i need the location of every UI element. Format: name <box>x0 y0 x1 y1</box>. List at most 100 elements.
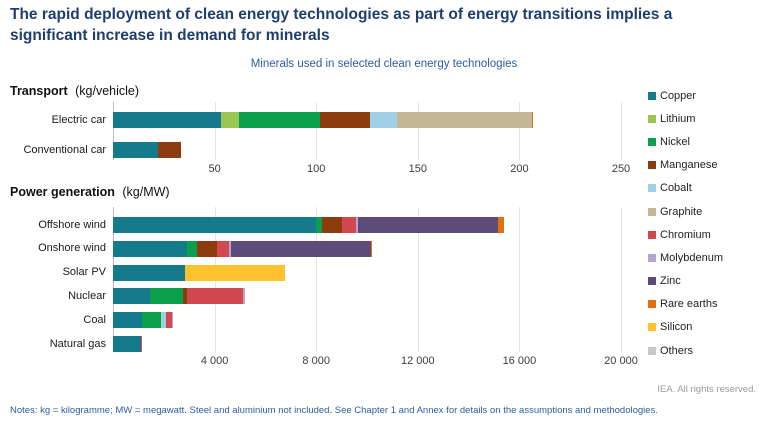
bar-segment-zinc <box>231 240 371 257</box>
category-label: Solar PV <box>62 266 106 279</box>
bar-segment-chromium <box>216 240 229 257</box>
legend-label: Zinc <box>660 275 681 288</box>
bar-segment-chromium <box>342 217 356 233</box>
x-axis-tick-label: 250 <box>611 163 631 175</box>
bar-segment-copper <box>113 142 159 158</box>
x-axis-tick-label: 200 <box>510 163 529 175</box>
legend-label: Others <box>660 344 694 357</box>
legend-item-nickel: Nickel <box>648 130 723 153</box>
bar-segment-nickel <box>150 288 184 305</box>
bar-segment-silicon <box>184 264 285 281</box>
power-section-title: Power generation <box>10 185 115 199</box>
bar-segment-manganese <box>322 217 343 233</box>
x-axis-tick-label: 12 000 <box>400 355 435 367</box>
legend-item-lithium: Lithium <box>648 107 723 130</box>
bar-segment-copper <box>113 336 141 352</box>
bar-segment-cobalt <box>370 112 398 128</box>
x-axis-tick-label: 16 000 <box>502 355 537 367</box>
legend-item-molybdenum: Molybdenum <box>648 246 723 269</box>
y-axis-line <box>113 102 114 160</box>
gridline <box>417 102 419 160</box>
notes-text: Notes: kg = kilogramme; MW = megawatt. S… <box>10 405 658 416</box>
bar-segment-nickel <box>186 240 197 257</box>
legend-swatch-icon <box>648 346 656 355</box>
legend-label: Manganese <box>660 159 718 172</box>
x-axis-tick-label: 20 000 <box>604 355 638 367</box>
bar-segment-rare-earths <box>498 217 505 233</box>
legend-label: Graphite <box>660 205 703 218</box>
bar-segment-lithium <box>221 112 240 128</box>
legend: Copper Lithium Nickel Manganese Cobalt Graphi… <box>648 84 723 362</box>
category-label: Coal <box>83 313 106 326</box>
gridline <box>214 102 216 160</box>
bar-segment-manganese <box>158 142 182 158</box>
bar-segment-cobalt <box>160 312 166 329</box>
page-title: The rapid deployment of clean energy tec… <box>10 6 673 44</box>
bar-segment-copper <box>113 312 143 329</box>
legend-swatch-icon <box>648 253 656 262</box>
legend-label: Nickel <box>660 135 690 148</box>
category-label: Offshore wind <box>38 218 106 231</box>
x-axis-tick-label: 4 000 <box>200 355 229 367</box>
bar-segment-rare-earths <box>531 112 533 128</box>
power-section-header: Power generation (kg/MW) <box>10 185 170 199</box>
bar-segment-copper <box>113 240 187 257</box>
gridline <box>621 207 622 352</box>
bar-segment-copper <box>113 217 317 233</box>
bar-segment-molybdenum <box>228 240 232 257</box>
legend-item-copper: Copper <box>648 84 723 107</box>
legend-swatch-icon <box>648 91 656 100</box>
legend-item-zinc: Zinc <box>648 270 723 293</box>
bar-segment-manganese <box>196 240 217 257</box>
bar-segment-copper <box>113 288 151 305</box>
legend-item-cobalt: Cobalt <box>648 177 723 200</box>
bar-segment-copper <box>113 264 185 281</box>
legend-item-rare-earths: Rare earths <box>648 293 723 316</box>
gridline <box>621 102 622 160</box>
legend-label: Rare earths <box>660 298 718 311</box>
bar-segment-nickel <box>316 217 323 233</box>
chart-subtitle: Minerals used in selected clean energy t… <box>250 58 518 70</box>
gridline <box>417 207 419 352</box>
legend-label: Cobalt <box>660 182 692 195</box>
legend-label: Copper <box>660 89 697 102</box>
legend-label: Silicon <box>660 321 693 334</box>
transport-section-title: Transport <box>10 84 68 98</box>
gridline <box>519 207 521 352</box>
gridline <box>316 207 318 352</box>
category-label: Onshore wind <box>38 242 106 255</box>
gridline <box>519 102 521 160</box>
category-label: Natural gas <box>49 337 106 350</box>
bar-segment-chromium <box>165 312 173 329</box>
legend-label: Molybdenum <box>660 251 723 264</box>
legend-swatch-icon <box>648 184 656 193</box>
bar-segment-zinc <box>358 217 499 233</box>
bar-segment-chromium <box>187 288 243 305</box>
bar-segment-molybdenum <box>172 312 173 329</box>
category-label: Conventional car <box>23 143 106 156</box>
bar-segment-manganese <box>320 112 371 128</box>
legend-swatch-icon <box>648 207 656 216</box>
legend-swatch-icon <box>648 137 656 146</box>
legend-item-graphite: Graphite <box>648 200 723 223</box>
legend-swatch-icon <box>648 323 656 332</box>
transport-section-unit: (kg/vehicle) <box>75 84 140 98</box>
x-axis-tick-label: 8 000 <box>302 355 330 367</box>
transport-section-header: Transport (kg/vehicle) <box>10 84 139 98</box>
gridline <box>316 102 318 160</box>
category-label: Electric car <box>51 113 106 126</box>
power-section-unit: (kg/MW) <box>122 185 170 199</box>
bar-segment-graphite <box>397 112 532 128</box>
legend-label: Chromium <box>660 228 711 241</box>
legend-swatch-icon <box>648 277 656 286</box>
x-axis-tick-label: 50 <box>208 163 221 175</box>
bar-segment-molybdenum <box>242 288 245 305</box>
legend-item-manganese: Manganese <box>648 154 723 177</box>
bar-segment-chromium <box>140 336 143 352</box>
bar-segment-nickel <box>239 112 321 128</box>
x-axis-tick-label: 150 <box>408 163 427 175</box>
bar-segment-copper <box>113 112 222 128</box>
legend-swatch-icon <box>648 230 656 239</box>
legend-item-silicon: Silicon <box>648 316 723 339</box>
